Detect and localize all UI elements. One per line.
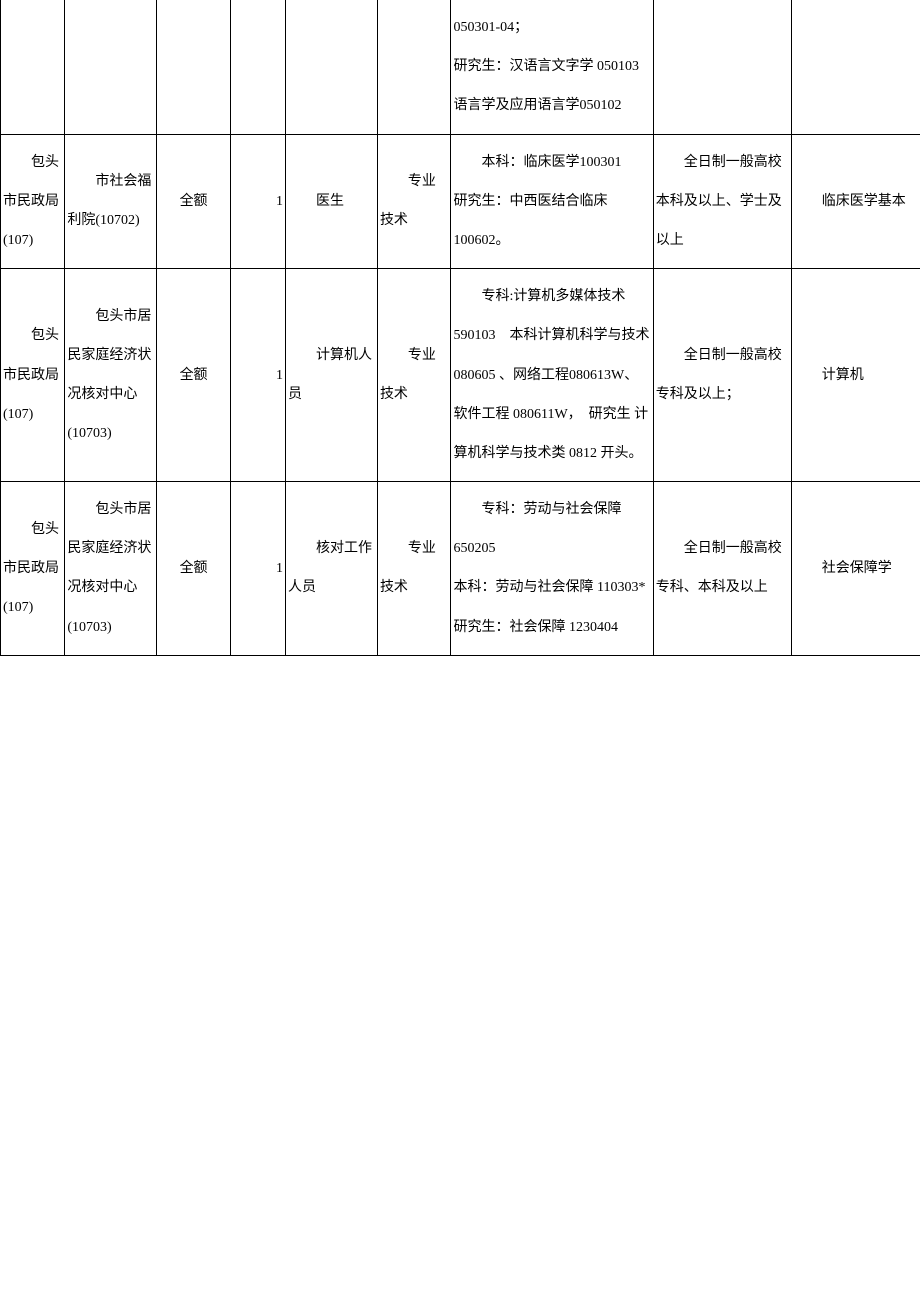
recruitment-table: 050301-04； 研究生：汉语言文字学 050103 语言学及应用语言学05… (0, 0, 920, 656)
cell-type: 专业技术 (377, 269, 451, 482)
table-row: 050301-04； 研究生：汉语言文字学 050103 语言学及应用语言学05… (1, 0, 920, 134)
cell-unit (65, 0, 157, 134)
cell-type: 专业技术 (377, 482, 451, 656)
cell-major: 专科:计算机多媒体技术 590103 本科计算机科学与技术080605 、网络工… (451, 269, 653, 482)
cell-funding: 全额 (157, 269, 231, 482)
cell-type: 专业技术 (377, 134, 451, 269)
cell-unit: 包头市居民家庭经济状况核对中心(10703) (65, 482, 157, 656)
cell-subject (791, 0, 920, 134)
cell-dept (1, 0, 65, 134)
cell-position: 计算机人员 (286, 269, 378, 482)
cell-funding: 全额 (157, 134, 231, 269)
cell-dept: 包头市民政局(107) (1, 134, 65, 269)
cell-dept: 包头市民政局(107) (1, 482, 65, 656)
cell-count (230, 0, 285, 134)
cell-subject: 社会保障学 (791, 482, 920, 656)
cell-education (653, 0, 791, 134)
cell-education: 全日制一般高校本科及以上、学士及以上 (653, 134, 791, 269)
cell-education: 全日制一般高校专科、本科及以上 (653, 482, 791, 656)
cell-funding (157, 0, 231, 134)
table-row: 包头市民政局(107) 包头市居民家庭经济状况核对中心(10703) 全额 1 … (1, 482, 920, 656)
cell-subject: 计算机 (791, 269, 920, 482)
cell-subject: 临床医学基本 (791, 134, 920, 269)
cell-count: 1 (230, 269, 285, 482)
cell-position: 核对工作人员 (286, 482, 378, 656)
table-row: 包头市民政局(107) 市社会福利院(10702) 全额 1 医生 专业技术 本… (1, 134, 920, 269)
cell-position (286, 0, 378, 134)
cell-unit: 市社会福利院(10702) (65, 134, 157, 269)
cell-unit: 包头市居民家庭经济状况核对中心(10703) (65, 269, 157, 482)
cell-position: 医生 (286, 134, 378, 269)
cell-funding: 全额 (157, 482, 231, 656)
cell-education: 全日制一般高校专科及以上； (653, 269, 791, 482)
cell-major: 本科：临床医学100301 研究生：中西医结合临床 100602。 (451, 134, 653, 269)
cell-major: 050301-04； 研究生：汉语言文字学 050103 语言学及应用语言学05… (451, 0, 653, 134)
cell-major: 专科：劳动与社会保障 650205 本科：劳动与社会保障 110303* 研究生… (451, 482, 653, 656)
cell-count: 1 (230, 482, 285, 656)
cell-type (377, 0, 451, 134)
table-row: 包头市民政局(107) 包头市居民家庭经济状况核对中心(10703) 全额 1 … (1, 269, 920, 482)
cell-count: 1 (230, 134, 285, 269)
cell-dept: 包头市民政局(107) (1, 269, 65, 482)
